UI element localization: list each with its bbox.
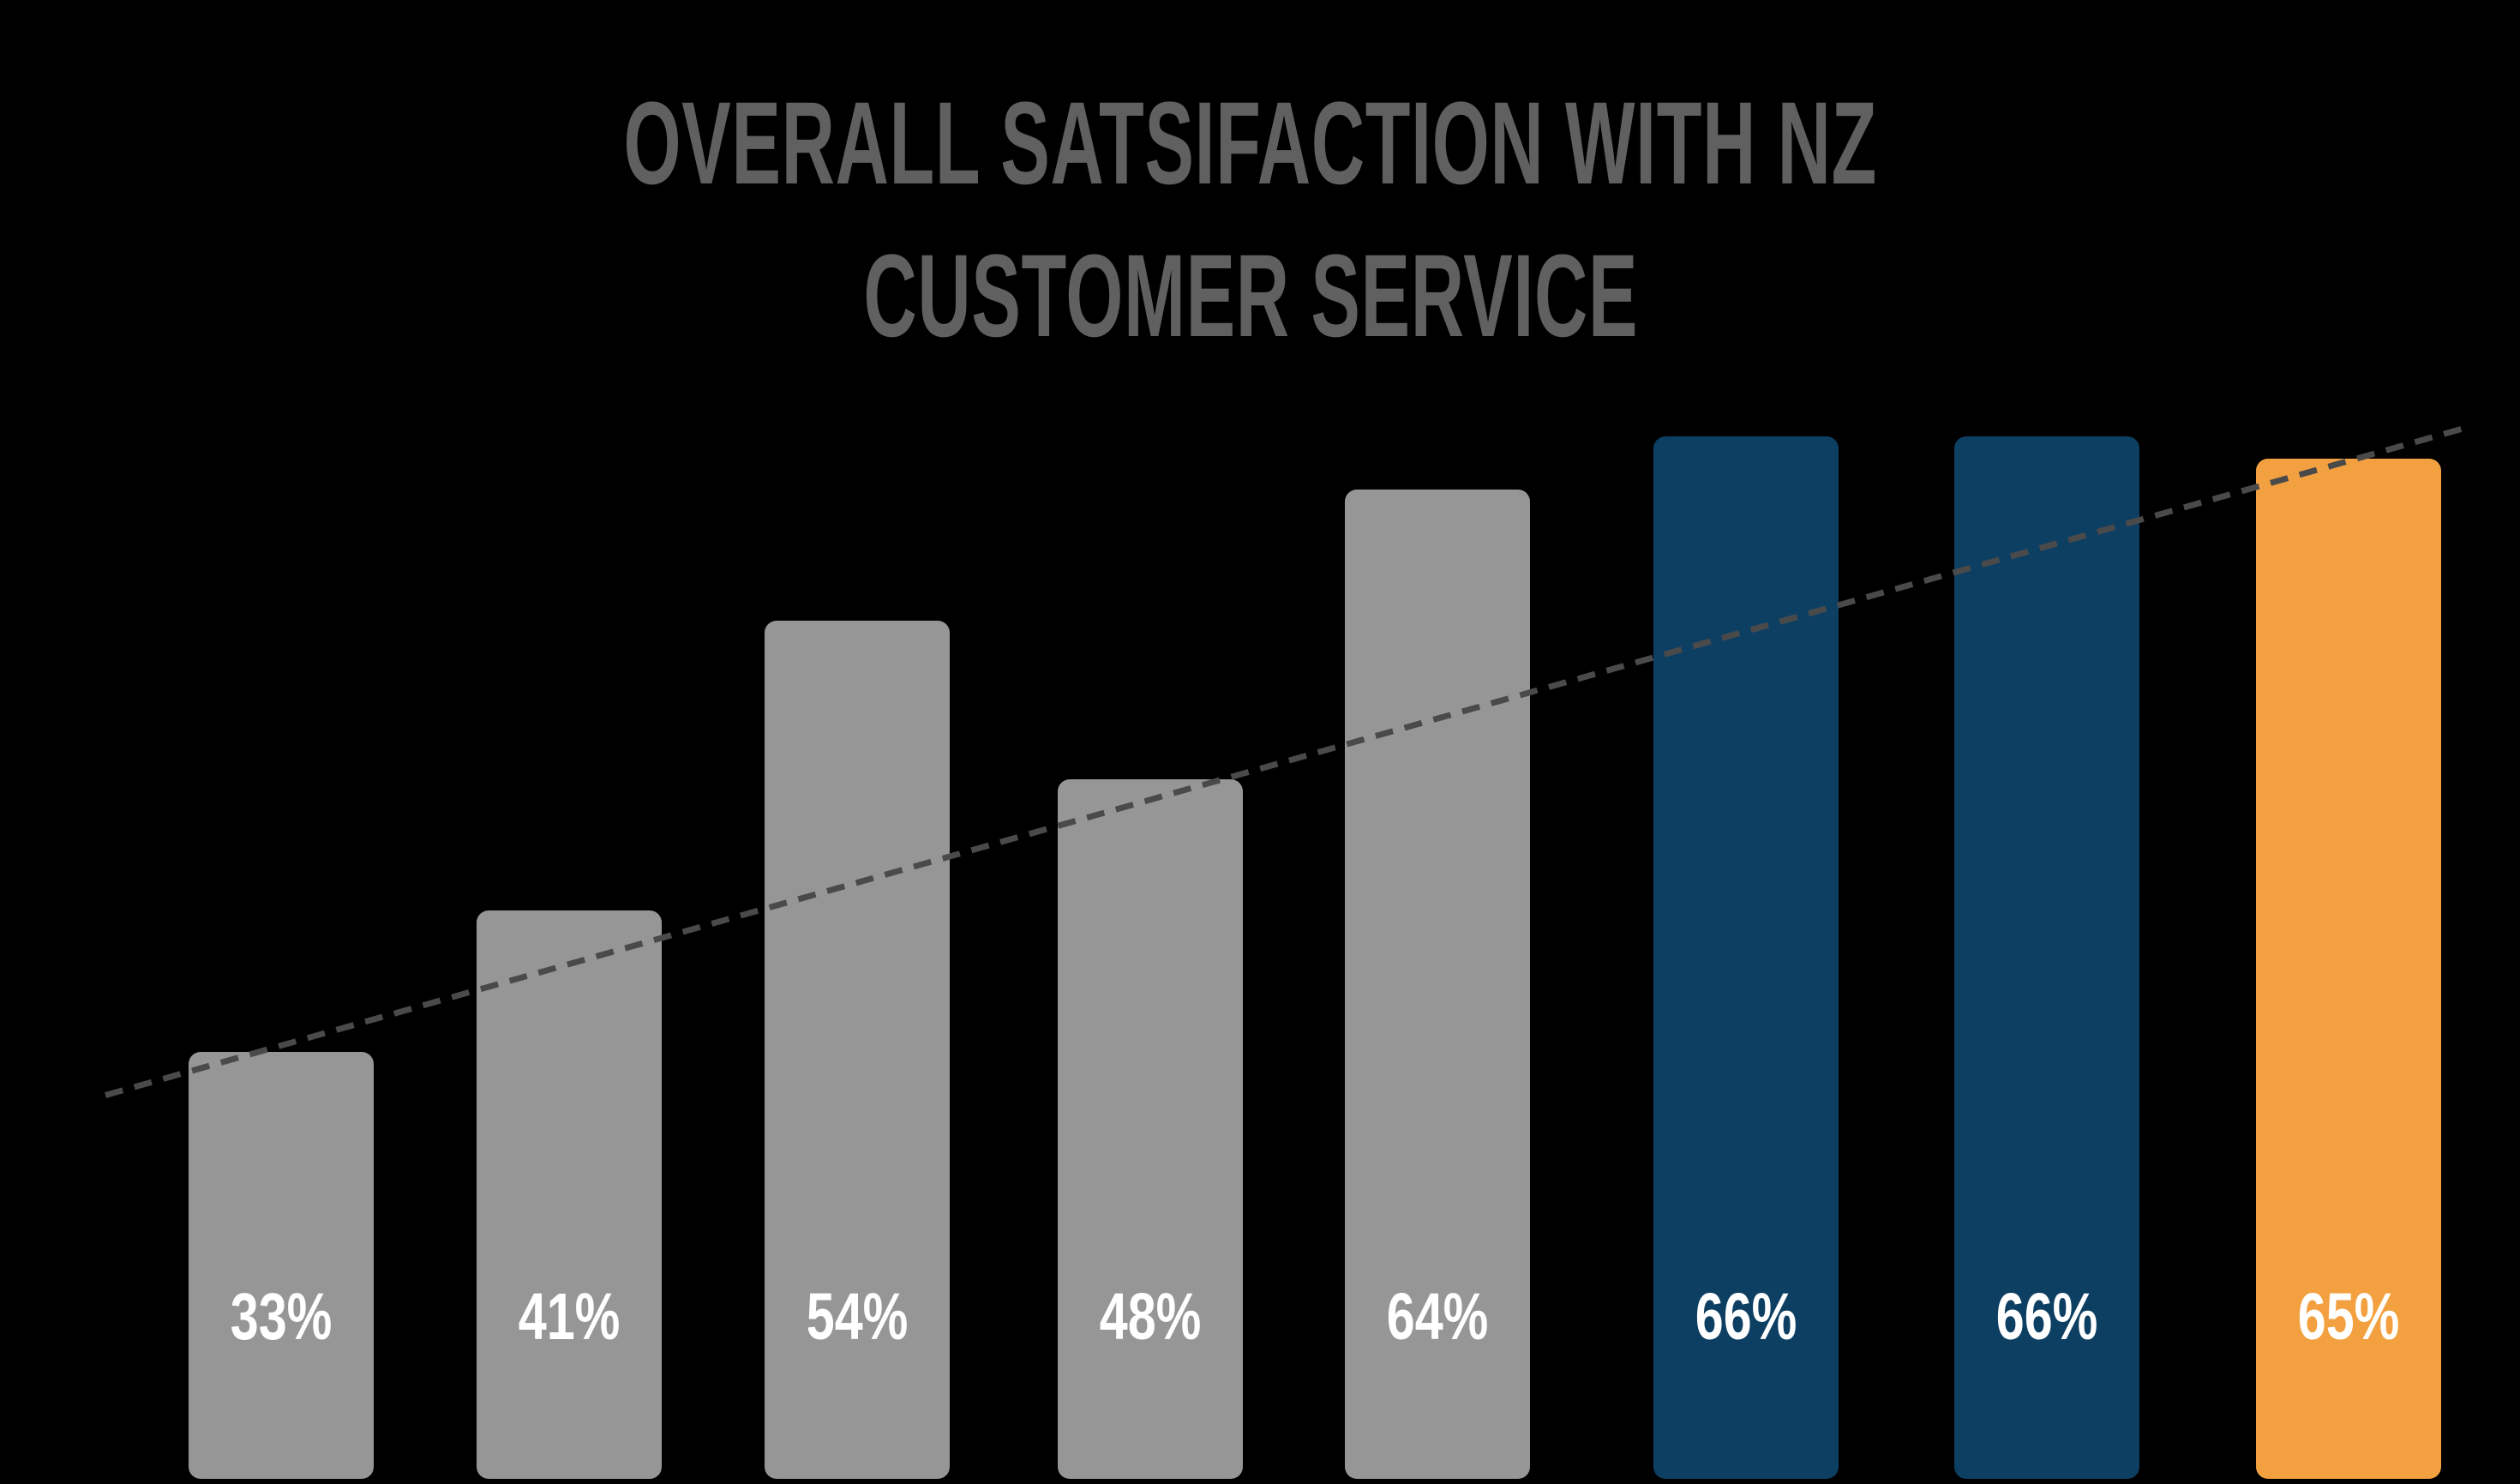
bar-value-text-1: 33%: [230, 1280, 333, 1354]
bar-value-text-2: 41%: [518, 1280, 621, 1354]
bar-7: 66%: [1954, 436, 2139, 1479]
bar-value-text-3: 54%: [806, 1280, 909, 1354]
bar-value-label-1: 33%: [189, 1284, 374, 1350]
bar-8: 65%: [2256, 459, 2441, 1479]
bar-value-label-2: 41%: [477, 1284, 662, 1350]
bar-value-text-4: 48%: [1099, 1280, 1202, 1354]
chart-title-line-1: OVERALL SATSIFACTION WITH NZ: [0, 85, 2520, 202]
bar-2: 41%: [477, 910, 662, 1479]
chart-title-text-1: OVERALL SATSIFACTION WITH NZ: [623, 78, 1878, 209]
chart-title-line-2: CUSTOMER SERVICE: [0, 237, 2520, 355]
bar-4: 48%: [1058, 779, 1243, 1479]
bar-value-label-5: 64%: [1345, 1284, 1530, 1350]
bar-value-text-6: 66%: [1695, 1280, 1797, 1354]
bar-value-text-8: 65%: [2297, 1280, 2400, 1354]
bar-value-label-6: 66%: [1653, 1284, 1839, 1350]
bar-value-text-7: 66%: [1995, 1280, 2098, 1354]
bar-1: 33%: [189, 1052, 374, 1479]
bar-value-label-7: 66%: [1954, 1284, 2139, 1350]
bar-value-label-3: 54%: [765, 1284, 950, 1350]
bar-3: 54%: [765, 621, 950, 1479]
bar-6: 66%: [1653, 436, 1839, 1479]
chart-title-text-2: CUSTOMER SERVICE: [863, 231, 1638, 362]
bar-value-text-5: 64%: [1386, 1280, 1489, 1354]
bar-value-label-4: 48%: [1058, 1284, 1243, 1350]
bar-value-label-8: 65%: [2256, 1284, 2441, 1350]
bar-5: 64%: [1345, 490, 1530, 1479]
